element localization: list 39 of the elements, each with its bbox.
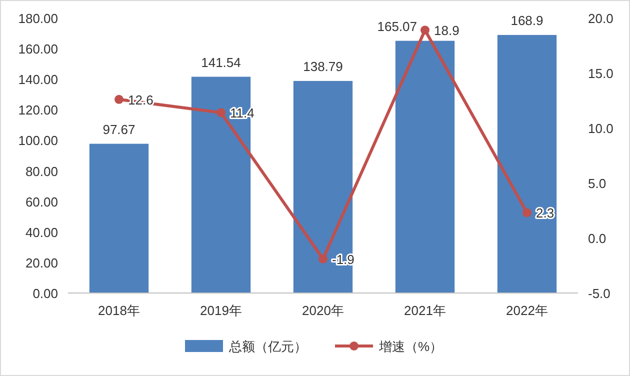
y2-tick-label: 0.0: [588, 231, 606, 246]
point: [216, 108, 226, 118]
x-tick-label: 2022年: [506, 303, 548, 318]
y-tick-label: 80.00: [25, 164, 58, 179]
point: [318, 254, 328, 264]
y-tick-label: 20.00: [25, 255, 58, 270]
y-tick-label: 0.00: [32, 286, 58, 301]
data-label: 138.79: [303, 58, 343, 74]
x-tick-label: 2018年: [98, 303, 140, 318]
bar: [395, 40, 455, 293]
data-label: 97.67: [102, 122, 136, 137]
y2-tick-label: 15.0: [588, 66, 614, 81]
y-tick-label: 180.00: [18, 11, 58, 26]
bar: [89, 144, 149, 293]
point: [522, 208, 532, 218]
y2-tick-label: 10.0: [588, 121, 614, 136]
y-tick-label: 100.00: [18, 133, 58, 148]
data-label: 165.07: [377, 18, 417, 34]
bar: [497, 34, 557, 293]
y-tick-label: 160.00: [18, 42, 58, 57]
data-label: 168.9: [510, 12, 544, 28]
y-tick-label: 40.00: [25, 224, 58, 240]
data-label: 141.54: [201, 54, 241, 70]
y-tick-label: 120.00: [18, 102, 58, 118]
y2-tick-label: 20.0: [588, 11, 614, 26]
x-tick-label: 2020年: [302, 303, 344, 318]
x-tick-label: 2021年: [404, 303, 446, 318]
legend-label: 总额（亿元）: [228, 339, 307, 354]
legend-label: 增速（%）: [378, 339, 443, 354]
data-label: 2.3: [536, 206, 554, 221]
point: [114, 94, 124, 104]
x-tick-label: 2019年: [200, 303, 242, 318]
y-tick-label: 60.00: [25, 194, 58, 210]
data-label: 18.9: [434, 23, 460, 38]
bar: [293, 80, 353, 293]
y-tick-label: 140.00: [18, 72, 58, 88]
point: [420, 26, 430, 35]
y2-tick-label: 5.0: [588, 176, 606, 191]
y2-tick-label: -5.0: [588, 286, 610, 301]
